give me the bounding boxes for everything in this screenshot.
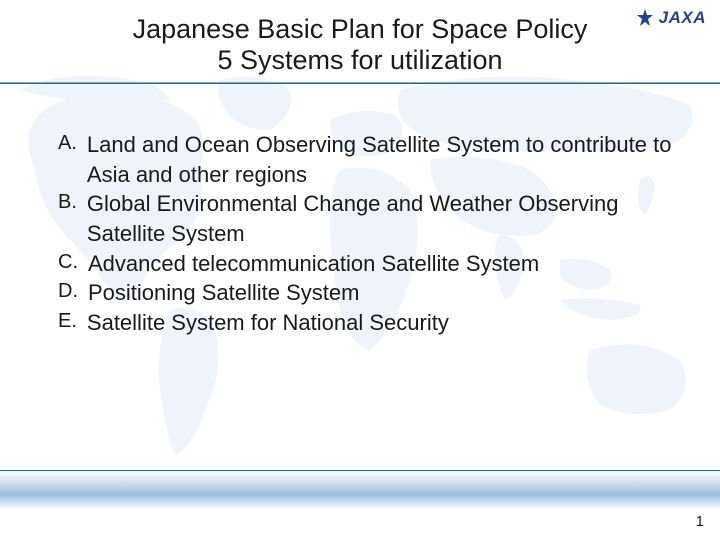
list-item-label: D. [58,278,88,305]
list-item-text: Positioning Satellite System [88,278,674,308]
jaxa-logo: JAXA [635,8,706,28]
list-item: C.Advanced telecommunication Satellite S… [58,249,674,279]
list-item-label: B. [58,189,87,216]
footer-band [0,470,720,510]
slide-title: Japanese Basic Plan for Space Policy 5 S… [0,0,720,86]
body-content: A.Land and Ocean Observing Satellite Sys… [0,86,720,338]
star-icon [635,8,655,28]
title-line-1: Japanese Basic Plan for Space Policy [60,14,660,45]
list-item: D.Positioning Satellite System [58,278,674,308]
list-item-text: Satellite System for National Security [87,308,674,338]
list-item-text: Advanced telecommunication Satellite Sys… [88,249,674,279]
list-item-text: Global Environmental Change and Weather … [87,189,674,248]
title-line-2: 5 Systems for utilization [60,45,660,76]
list-item: E.Satellite System for National Security [58,308,674,338]
logo-text: JAXA [659,8,706,28]
list-item-label: C. [58,249,88,276]
list-item: A.Land and Ocean Observing Satellite Sys… [58,130,674,189]
list-item-label: E. [58,308,87,335]
list-item-text: Land and Ocean Observing Satellite Syste… [87,130,674,189]
list-item-label: A. [58,130,87,157]
page-number: 1 [696,513,704,530]
list-item: B.Global Environmental Change and Weathe… [58,189,674,248]
